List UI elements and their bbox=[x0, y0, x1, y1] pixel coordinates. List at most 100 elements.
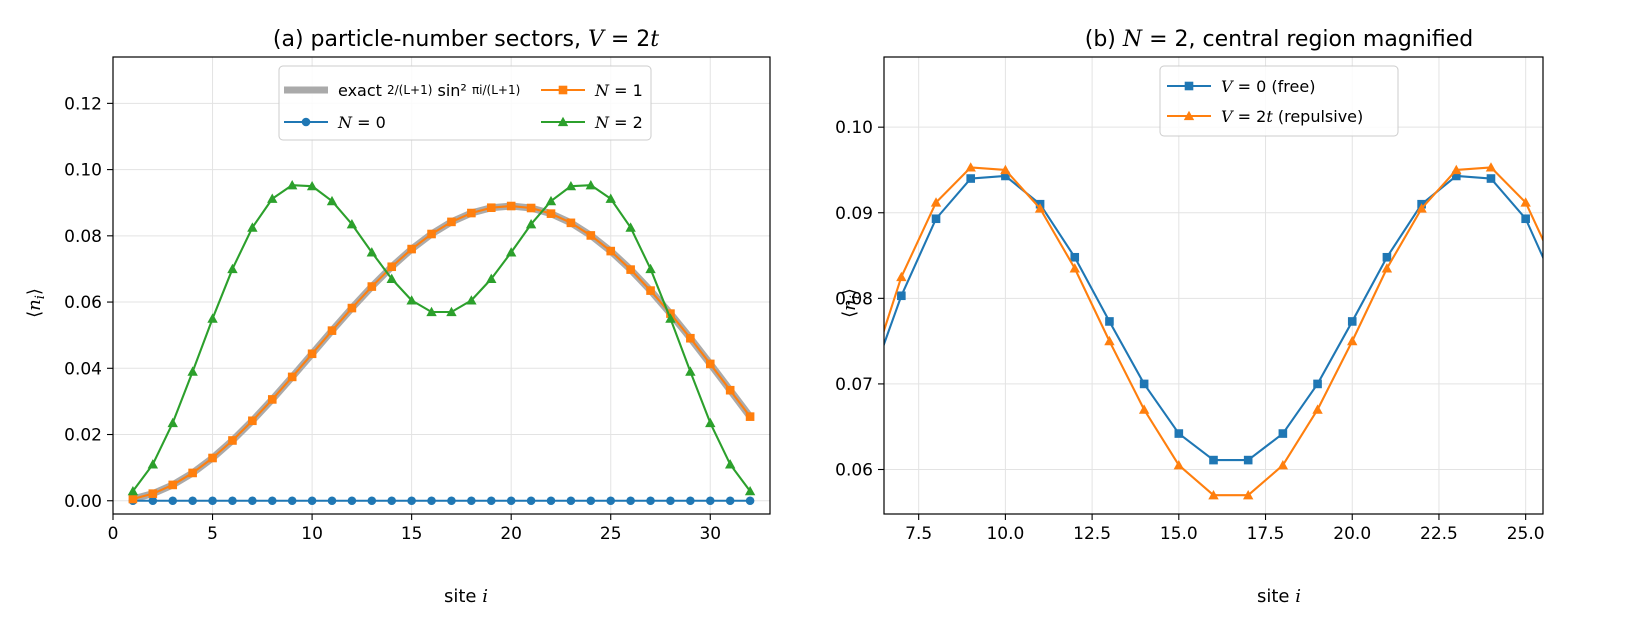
x-tick-label: 7.5 bbox=[905, 524, 932, 544]
legend-marker bbox=[557, 116, 569, 127]
data-point bbox=[1347, 335, 1358, 346]
x-tick-label: 22.5 bbox=[1420, 524, 1458, 544]
data-point bbox=[565, 180, 577, 191]
x-tick-label: 20.0 bbox=[1333, 524, 1371, 544]
series-b-1 bbox=[884, 162, 1543, 500]
data-point bbox=[387, 262, 397, 272]
data-point bbox=[1486, 174, 1496, 183]
data-point bbox=[327, 496, 337, 506]
data-point bbox=[566, 218, 576, 228]
panel-b-series bbox=[884, 162, 1565, 500]
data-point bbox=[1000, 164, 1011, 175]
y-tick-label: 0.12 bbox=[64, 94, 102, 114]
data-point bbox=[1416, 203, 1427, 213]
legend-marker bbox=[301, 117, 311, 127]
data-point bbox=[724, 459, 736, 469]
legend-label: V = 0 (free) bbox=[1221, 77, 1315, 96]
data-point bbox=[625, 222, 636, 232]
data-point bbox=[606, 246, 616, 256]
data-point bbox=[1034, 203, 1046, 213]
series-b-0 bbox=[884, 171, 1565, 465]
series-a-1 bbox=[128, 496, 755, 506]
data-point bbox=[645, 263, 656, 274]
data-point bbox=[486, 203, 496, 213]
data-point bbox=[307, 349, 317, 359]
data-point bbox=[247, 222, 258, 232]
data-point bbox=[705, 417, 716, 428]
data-point bbox=[606, 496, 616, 506]
data-point bbox=[307, 496, 317, 506]
data-point bbox=[287, 496, 297, 506]
series-line-b-1 bbox=[884, 166, 1543, 497]
data-point bbox=[447, 217, 456, 227]
x-tick-label: 10 bbox=[301, 524, 323, 544]
data-point bbox=[168, 480, 178, 490]
data-point bbox=[745, 412, 755, 421]
data-point bbox=[546, 209, 556, 218]
legend-entry-n2: N = 2 bbox=[541, 113, 643, 132]
data-point bbox=[286, 179, 298, 190]
data-point bbox=[366, 247, 378, 257]
data-point bbox=[128, 494, 138, 504]
data-point bbox=[367, 282, 377, 291]
x-tick-label: 15.0 bbox=[1160, 524, 1198, 544]
data-point bbox=[526, 203, 536, 213]
data-point bbox=[148, 496, 158, 506]
legend-entry-n1: N = 1 bbox=[541, 81, 643, 100]
data-point bbox=[626, 265, 635, 274]
data-point bbox=[1173, 460, 1185, 470]
y-tick-label: 0.06 bbox=[64, 293, 102, 313]
data-point bbox=[1105, 317, 1114, 326]
data-point bbox=[966, 174, 976, 183]
data-point bbox=[228, 496, 237, 506]
panel-a-title: (a) particle-number sectors, V = 2t bbox=[273, 27, 659, 52]
legend-label: N = 0 bbox=[337, 113, 386, 132]
data-point bbox=[248, 496, 257, 506]
data-point bbox=[506, 201, 516, 211]
panel-b-grid bbox=[884, 57, 1543, 514]
panel-a-series bbox=[127, 179, 756, 506]
legend-entry-exact: exact 2/(L+1) sin² πi/(L+1) bbox=[284, 81, 520, 100]
data-point bbox=[586, 231, 596, 240]
data-point bbox=[208, 496, 217, 506]
data-point bbox=[744, 485, 756, 496]
data-point bbox=[1451, 164, 1462, 175]
x-tick-label: 30 bbox=[699, 524, 721, 544]
data-point bbox=[605, 193, 616, 203]
data-point bbox=[347, 303, 357, 313]
data-point bbox=[467, 208, 476, 218]
data-point bbox=[306, 180, 318, 191]
data-point bbox=[545, 195, 557, 206]
data-point bbox=[267, 395, 277, 404]
legend-label: V = 2t (repulsive) bbox=[1221, 107, 1363, 126]
y-tick-label: 0.10 bbox=[835, 118, 873, 138]
panel-a: 0 5 10 15 20 25 30 0.00 0.02 0.04 0.06 0.08 0.10 0.12… bbox=[24, 27, 771, 607]
data-point bbox=[1520, 197, 1531, 207]
x-tick-label: 15 bbox=[401, 524, 423, 544]
data-point bbox=[1521, 214, 1530, 224]
y-tick-label: 0.06 bbox=[835, 460, 873, 480]
series-line-a-3 bbox=[131, 184, 752, 493]
data-point bbox=[406, 295, 417, 305]
data-point bbox=[1209, 455, 1218, 465]
data-point bbox=[1139, 379, 1149, 389]
data-point bbox=[686, 333, 695, 343]
data-point bbox=[167, 417, 178, 428]
data-point bbox=[248, 416, 257, 426]
data-point bbox=[1556, 291, 1565, 300]
legend-label: exact 2/(L+1) sin² πi/(L+1) bbox=[338, 81, 520, 100]
data-point bbox=[745, 496, 755, 506]
data-point bbox=[188, 468, 197, 478]
data-point bbox=[1277, 460, 1289, 470]
data-point bbox=[705, 359, 715, 369]
data-point bbox=[685, 366, 696, 376]
legend-entry-n0: N = 0 bbox=[284, 113, 386, 132]
data-point bbox=[208, 453, 217, 463]
data-point bbox=[486, 273, 497, 284]
series-line-b-0 bbox=[884, 174, 1543, 462]
data-point bbox=[1138, 404, 1150, 414]
data-point bbox=[686, 496, 695, 506]
data-point bbox=[1070, 252, 1080, 262]
data-point bbox=[646, 496, 655, 506]
